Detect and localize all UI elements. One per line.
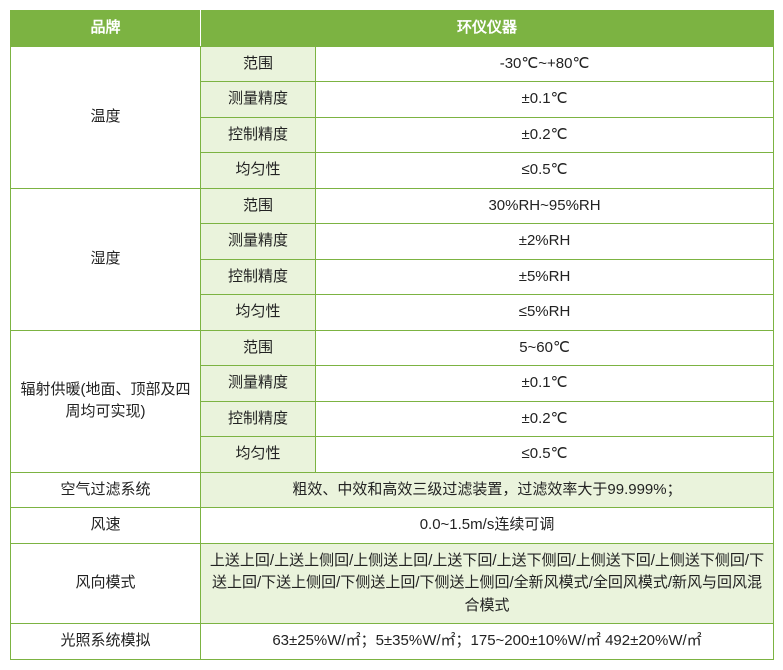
sub-label: 测量精度 [201, 366, 316, 402]
category-light: 光照系统模拟 [11, 624, 201, 660]
category-humidity: 湿度 [11, 188, 201, 330]
category-radiant: 辐射供暖(地面、顶部及四周均可实现) [11, 330, 201, 472]
table-header-row: 品牌 环仪仪器 [11, 11, 774, 47]
table-row: 温度 范围 -30℃~+80℃ [11, 46, 774, 82]
table-row: 风向模式 上送上回/上送上侧回/上侧送上回/上送下回/上送下侧回/上侧送下回/上… [11, 543, 774, 624]
sub-label: 控制精度 [201, 117, 316, 153]
cell-value: 上送上回/上送上侧回/上侧送上回/上送下回/上送下侧回/上侧送下回/上侧送下侧回… [201, 543, 774, 624]
header-brand: 品牌 [11, 11, 201, 47]
sub-label: 均匀性 [201, 295, 316, 331]
cell-value: 63±25%W/㎡；5±35%W/㎡；175~200±10%W/㎡ 492±20… [201, 624, 774, 660]
cell-value: ≤0.5℃ [316, 153, 774, 189]
sub-label: 范围 [201, 330, 316, 366]
cell-value: 5~60℃ [316, 330, 774, 366]
cell-value: ≤5%RH [316, 295, 774, 331]
sub-label: 范围 [201, 46, 316, 82]
sub-label: 范围 [201, 188, 316, 224]
cell-value: ±2%RH [316, 224, 774, 260]
table-row: 辐射供暖(地面、顶部及四周均可实现) 范围 5~60℃ [11, 330, 774, 366]
cell-value: ±5%RH [316, 259, 774, 295]
cell-value: 粗效、中效和高效三级过滤装置，过滤效率大于99.999%； [201, 472, 774, 508]
cell-value: 0.0~1.5m/s连续可调 [201, 508, 774, 544]
cell-value: -30℃~+80℃ [316, 46, 774, 82]
table-row: 空气过滤系统 粗效、中效和高效三级过滤装置，过滤效率大于99.999%； [11, 472, 774, 508]
cell-value: ±0.2℃ [316, 117, 774, 153]
cell-value: ±0.1℃ [316, 82, 774, 118]
category-temperature: 温度 [11, 46, 201, 188]
cell-value: ±0.1℃ [316, 366, 774, 402]
sub-label: 均匀性 [201, 437, 316, 473]
sub-label: 控制精度 [201, 259, 316, 295]
header-product: 环仪仪器 [201, 11, 774, 47]
category-air-filter: 空气过滤系统 [11, 472, 201, 508]
category-wind-mode: 风向模式 [11, 543, 201, 624]
cell-value: 30%RH~95%RH [316, 188, 774, 224]
sub-label: 控制精度 [201, 401, 316, 437]
table-row: 风速 0.0~1.5m/s连续可调 [11, 508, 774, 544]
table-row: 湿度 范围 30%RH~95%RH [11, 188, 774, 224]
cell-value: ±0.2℃ [316, 401, 774, 437]
sub-label: 测量精度 [201, 224, 316, 260]
spec-table: 品牌 环仪仪器 温度 范围 -30℃~+80℃ 测量精度 ±0.1℃ 控制精度 … [10, 10, 774, 660]
cell-value: ≤0.5℃ [316, 437, 774, 473]
category-wind-speed: 风速 [11, 508, 201, 544]
sub-label: 测量精度 [201, 82, 316, 118]
table-row: 光照系统模拟 63±25%W/㎡；5±35%W/㎡；175~200±10%W/㎡… [11, 624, 774, 660]
sub-label: 均匀性 [201, 153, 316, 189]
